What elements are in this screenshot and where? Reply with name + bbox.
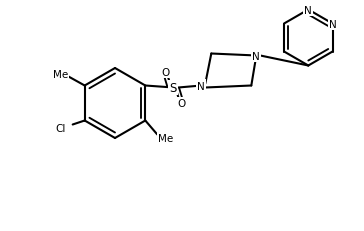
Text: O: O — [161, 67, 169, 77]
Text: N: N — [197, 81, 205, 91]
Text: Me: Me — [158, 133, 173, 143]
Text: Cl: Cl — [55, 124, 66, 134]
Text: O: O — [177, 99, 185, 109]
Text: Me: Me — [53, 69, 68, 79]
Text: N: N — [329, 19, 336, 29]
Text: N: N — [253, 51, 260, 61]
Text: S: S — [170, 82, 177, 94]
Text: N: N — [304, 6, 312, 15]
